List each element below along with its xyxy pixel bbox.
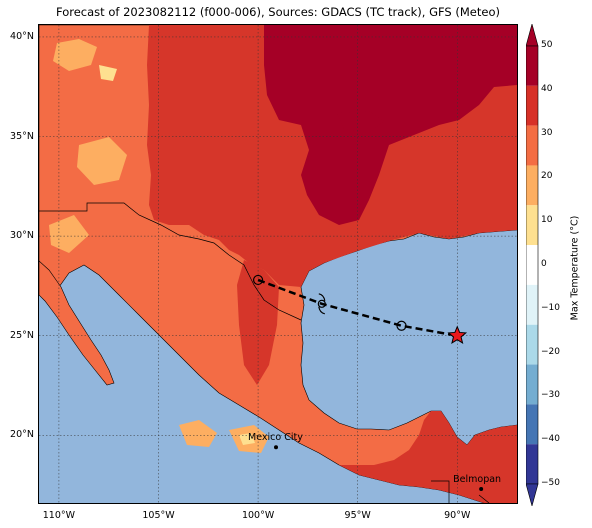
colorbar-band <box>526 324 538 365</box>
colorbar <box>525 22 539 508</box>
colorbar-band <box>526 46 538 86</box>
mild-patch-west <box>77 137 127 185</box>
lon-tick-label: 110°W <box>42 510 76 521</box>
lat-tick-label: 35°N <box>10 130 34 142</box>
colorbar-tick-label: 10 <box>541 215 553 226</box>
border-line-south2 <box>478 494 490 503</box>
colorbar-band <box>526 364 538 405</box>
colorbar-band <box>526 404 538 445</box>
track-point-circle <box>396 320 407 331</box>
lat-tick-label: 40°N <box>10 30 34 42</box>
current-position-star-icon <box>447 325 468 345</box>
colorbar-band <box>526 205 538 246</box>
mild-patch-mexico <box>179 420 217 447</box>
colorbar-band <box>526 284 538 325</box>
city-dot <box>274 445 279 450</box>
hot-land-south <box>339 411 517 503</box>
tropical-storm-icon <box>317 293 326 315</box>
colorbar-tick-label: 20 <box>541 171 553 182</box>
colorbar-tick-label: −50 <box>541 478 560 488</box>
very-hot-patch <box>337 111 384 133</box>
border-line <box>39 202 302 321</box>
colorbar-graphic <box>525 22 539 508</box>
track-point-circle <box>252 274 264 286</box>
lon-tick-label: 90°W <box>444 510 471 521</box>
tc-track <box>252 274 468 345</box>
map-panel[interactable] <box>38 24 518 504</box>
colorbar-extend-top <box>525 22 539 47</box>
lat-tick-label: 25°N <box>10 329 34 341</box>
very-hot-region <box>264 25 517 225</box>
colorbar-tick-label: 0 <box>541 259 547 269</box>
colorbar-extend-bottom <box>525 483 539 508</box>
lon-tick-label: 100°W <box>241 510 275 521</box>
forecast-map <box>39 25 517 503</box>
colorbar-band <box>526 85 538 126</box>
cool-patch <box>99 65 117 81</box>
lat-tick-label: 30°N <box>10 230 34 242</box>
colorbar-band <box>526 444 538 484</box>
mild-patch-northwest <box>53 39 97 71</box>
map-title: Forecast of 2023082112 (f000-006), Sourc… <box>56 5 500 19</box>
colorbar-band <box>526 165 538 206</box>
city-label: Mexico City <box>248 432 303 444</box>
track-line <box>257 278 458 337</box>
gridlines <box>39 25 517 503</box>
colorbar-tick-label: −30 <box>541 390 560 401</box>
border-line-south <box>431 480 450 503</box>
colorbar-tick-label: −10 <box>541 302 560 313</box>
colorbar-tick-label: 40 <box>541 83 553 94</box>
colorbar-tick-label: 50 <box>541 40 553 50</box>
colorbar-band <box>526 125 538 166</box>
lon-tick-label: 95°W <box>344 510 371 521</box>
lat-tick-label: 20°N <box>10 429 34 441</box>
colorbar-title: Max Temperature (°C) <box>569 215 581 321</box>
city-label: Belmopan <box>453 474 502 486</box>
colorbar-band <box>526 245 538 285</box>
colorbar-tick-label: −40 <box>541 434 560 445</box>
lon-tick-label: 105°W <box>142 510 175 521</box>
city-dot <box>479 487 484 492</box>
colorbar-tick-label: −20 <box>541 346 560 357</box>
cool-patch-mexico <box>239 433 255 445</box>
city-markers <box>274 445 484 492</box>
colorbar-tick-label: 30 <box>541 127 553 138</box>
baja-peninsula <box>39 260 115 386</box>
